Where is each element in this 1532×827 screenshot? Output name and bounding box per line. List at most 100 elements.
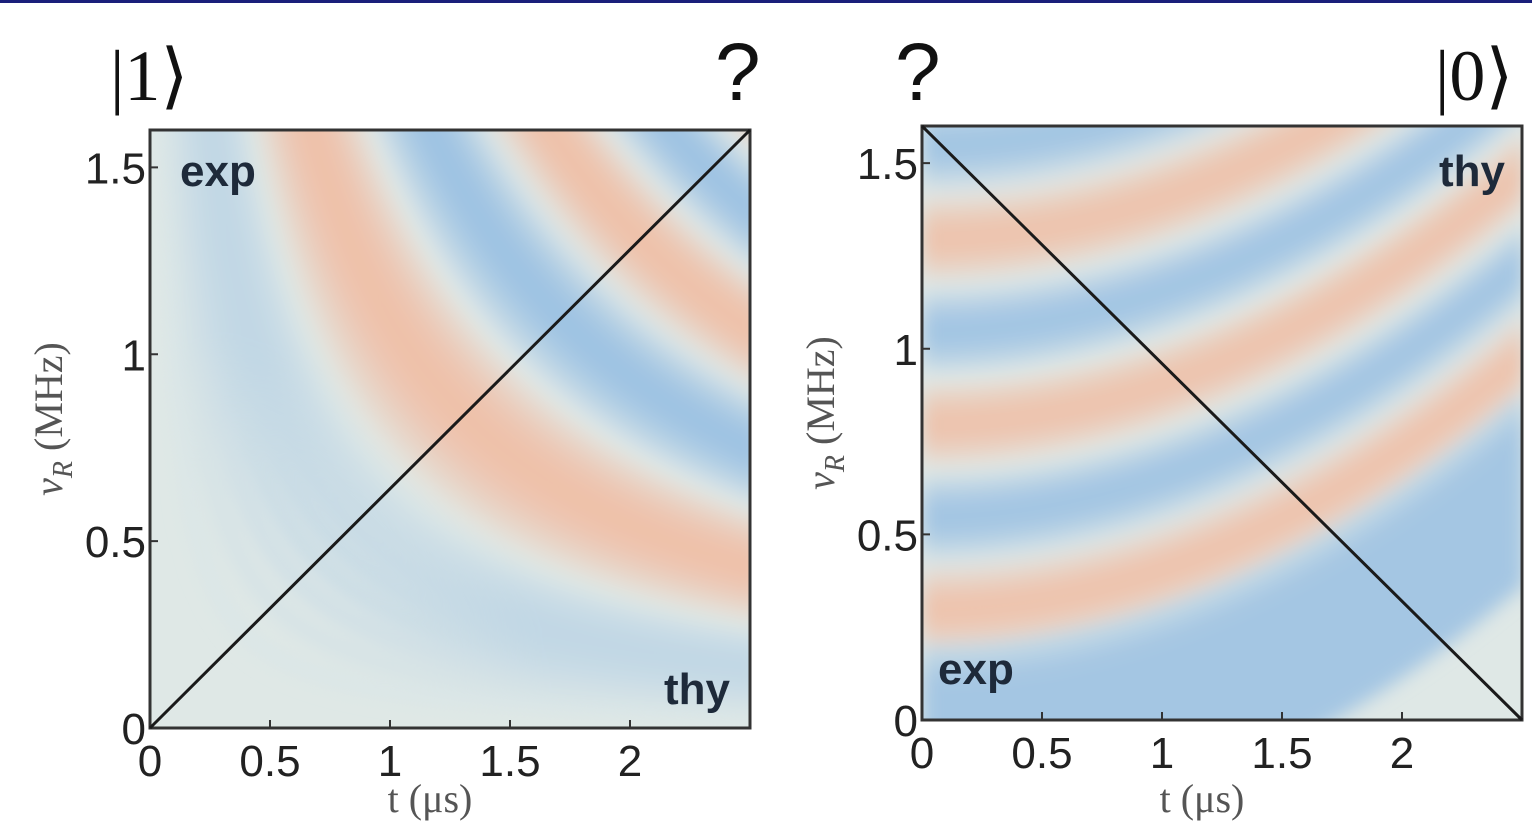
y-tick-label: 0 [122, 705, 146, 754]
heatmap-band [387, 130, 750, 492]
heatmap-band [922, 126, 1448, 320]
heatmap-band [1153, 505, 1522, 720]
heatmap-band [922, 126, 1514, 372]
x-tick-label: 0.5 [239, 737, 300, 786]
heatmap-band [922, 0, 1522, 65]
heatmap-band [922, 440, 1522, 710]
heatmap-band [922, 219, 1522, 489]
heatmap-band [616, 130, 750, 263]
heatmap-band [481, 130, 750, 398]
heatmap-band [460, 130, 750, 419]
plot-frame [920, 124, 1524, 722]
line [148, 128, 752, 730]
heatmap-band [922, 245, 1522, 515]
heatmap-band [377, 130, 750, 502]
heatmap-band [533, 130, 750, 346]
heatmap-band [210, 130, 750, 669]
heatmap-band [1110, 492, 1522, 720]
heatmap-band [585, 130, 750, 294]
heatmap-band [922, 271, 1522, 541]
heatmap [150, 0, 762, 728]
y-tick-label: 1 [894, 326, 918, 375]
x-tick-label: 0 [910, 729, 934, 778]
heatmap-band [922, 414, 1522, 684]
heatmap-band [198, 130, 750, 680]
heatmap-bands [922, 0, 1522, 720]
heatmap-band [230, 130, 750, 648]
heatmap-band [922, 375, 1522, 645]
plot-frame [148, 128, 752, 730]
heatmap-band [1053, 479, 1522, 720]
heatmap-band [283, 130, 750, 596]
y-tick-label: 1 [122, 331, 146, 380]
x-tick-label: 1.5 [1251, 729, 1312, 778]
x-axis-label: t (μs) [1160, 776, 1245, 821]
heatmap-band [512, 130, 750, 367]
heatmap-band [179, 130, 750, 701]
heatmap-band [922, 206, 1522, 476]
heatmap-band [922, 126, 1482, 346]
heatmap-band [637, 130, 750, 242]
y-axis-symbol: ν [798, 472, 843, 490]
y-axis-unit: (MHz) [26, 342, 71, 451]
heatmap-band [922, 401, 1522, 671]
heatmap-band [241, 130, 750, 638]
y-axis-unit: (MHz) [798, 336, 843, 445]
y-axis-label: νR (MHz) [26, 342, 79, 496]
heatmap-band [922, 193, 1522, 463]
heatmap-band [554, 130, 750, 326]
heatmap-band [922, 126, 1280, 216]
heatmap [922, 0, 1522, 720]
heatmap-band [606, 130, 750, 274]
heatmap-band [922, 128, 1522, 398]
top-rule [0, 0, 1532, 3]
heatmap-band [168, 130, 750, 711]
heatmap-band [922, 141, 1522, 411]
heatmap-bands [159, 0, 762, 722]
heatmap-band [922, 453, 1522, 720]
x-tick-label: 2 [618, 737, 642, 786]
x-axis-label: t (μs) [388, 776, 473, 821]
y-axis-label: νR (MHz) [798, 336, 851, 490]
heatmap-band [366, 130, 750, 513]
heatmap-band [922, 154, 1522, 424]
heatmap-band [922, 126, 1191, 177]
heatmap-band [564, 130, 750, 315]
heatmap-band [543, 130, 750, 336]
y-tick-label: 0.5 [85, 518, 146, 567]
heatmap-band [741, 130, 750, 139]
heatmap-band [251, 130, 750, 627]
lower-label: exp [938, 645, 1014, 694]
heatmap-band [922, 126, 1305, 229]
line [920, 124, 1524, 722]
heatmap-band [439, 130, 750, 440]
heatmap-band [162, 0, 762, 118]
heatmap-band [922, 126, 1392, 281]
heatmap-band [523, 130, 750, 357]
heatmap-band [314, 130, 750, 565]
heatmap-band [922, 362, 1522, 632]
heatmap-band [1189, 518, 1522, 720]
title-left: |1⟩ [110, 36, 189, 116]
heatmap-band [922, 180, 1522, 450]
heatmap-band [922, 232, 1522, 502]
heatmap-band [429, 130, 750, 450]
y-axis-symbol: ν [26, 478, 71, 496]
heatmap-band [922, 126, 1522, 385]
heatmap-band [575, 130, 750, 305]
y-tick-label: 0.5 [857, 511, 918, 560]
x-tick-label: 0 [138, 737, 162, 786]
heatmap-band [324, 130, 750, 554]
heatmap-band [922, 0, 1522, 117]
heatmap-band [159, 130, 750, 722]
heatmap-band [922, 0, 1522, 78]
heatmap-band [162, 0, 762, 108]
heatmap-band [922, 126, 1253, 203]
heatmap-band [262, 130, 750, 617]
upper-label: thy [1439, 147, 1506, 196]
heatmap-band [731, 130, 750, 149]
heatmap-band [596, 130, 750, 284]
heatmap-band [491, 130, 750, 388]
heatmap-band [335, 130, 750, 544]
